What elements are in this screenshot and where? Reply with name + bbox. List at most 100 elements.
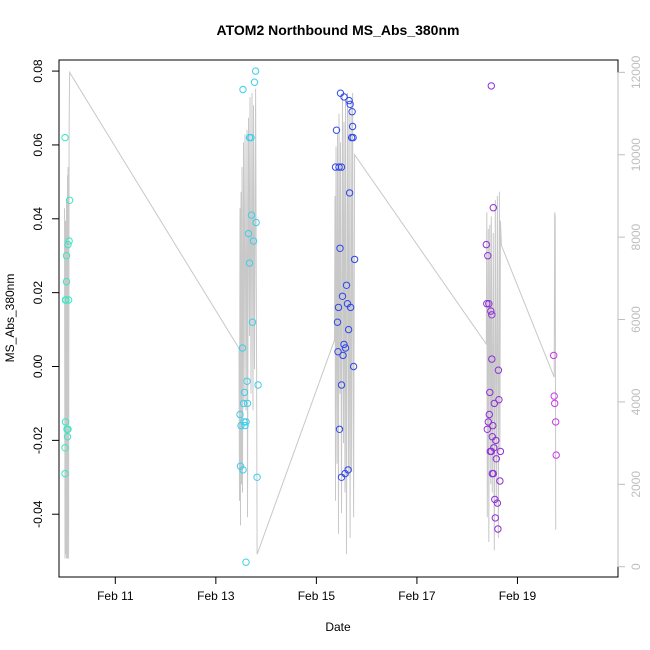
data-point xyxy=(346,100,354,109)
data-point xyxy=(552,451,560,459)
data-point xyxy=(492,455,500,463)
data-point xyxy=(487,307,495,315)
data-point xyxy=(247,133,255,142)
data-point xyxy=(337,163,346,171)
y-tick-label: 0.02 xyxy=(31,281,45,305)
data-point xyxy=(64,240,72,249)
data-point xyxy=(550,392,558,400)
data-point xyxy=(484,252,492,260)
data-point xyxy=(61,133,69,142)
right-series-line xyxy=(64,70,557,559)
data-point xyxy=(62,277,71,286)
data-point xyxy=(496,477,504,485)
data-point xyxy=(248,318,257,326)
data-point xyxy=(486,388,494,397)
data-point xyxy=(61,444,69,452)
data-point xyxy=(495,396,503,404)
data-point xyxy=(242,558,250,566)
data-point xyxy=(336,244,344,253)
data-point xyxy=(489,469,497,478)
data-point xyxy=(488,311,496,319)
data-point xyxy=(254,381,262,389)
data-point xyxy=(489,204,497,212)
x-axis-label: Date xyxy=(325,620,351,634)
x-tick-label: Feb 13 xyxy=(197,589,235,603)
data-point xyxy=(243,377,251,385)
data-point xyxy=(253,473,261,481)
data-point xyxy=(63,433,72,441)
data-point xyxy=(240,388,249,397)
data-point xyxy=(236,462,245,470)
data-point xyxy=(487,82,495,90)
data-point xyxy=(241,421,249,430)
data-point xyxy=(349,362,358,371)
data-point xyxy=(339,351,347,360)
data-point xyxy=(239,85,247,94)
data-point xyxy=(346,303,355,312)
data-point xyxy=(484,418,492,426)
data-point xyxy=(64,425,72,433)
x-axis: Feb 11 Feb 13 Feb 15 Feb 17 Feb 19 xyxy=(97,576,537,603)
x-tick-label: Feb 15 xyxy=(298,589,336,603)
y-tick-label: 0.08 xyxy=(31,59,45,83)
data-point xyxy=(333,318,342,326)
data-point xyxy=(550,351,558,360)
right-tick-label: 2000 xyxy=(629,471,643,498)
data-point xyxy=(345,189,354,197)
data-point xyxy=(342,281,351,289)
data-point xyxy=(239,399,248,408)
data-point xyxy=(489,421,497,430)
data-point xyxy=(488,433,496,441)
right-tick-label: 0 xyxy=(629,563,643,570)
data-point xyxy=(245,259,254,267)
data-point xyxy=(334,348,342,356)
data-point xyxy=(345,96,353,105)
data-point xyxy=(65,237,73,245)
data-point xyxy=(249,237,258,245)
data-point xyxy=(240,418,248,426)
right-tick-label: 4000 xyxy=(629,388,643,415)
data-point xyxy=(251,67,260,75)
data-point xyxy=(491,514,499,522)
data-point xyxy=(485,300,493,308)
data-point xyxy=(61,418,70,426)
y-tick-label: 0.06 xyxy=(31,133,45,157)
data-point xyxy=(493,499,502,507)
x-tick-label: Feb 19 xyxy=(499,589,537,603)
y-tick-label: 0.04 xyxy=(31,207,45,231)
data-point xyxy=(552,418,560,426)
data-point xyxy=(62,252,71,260)
data-point xyxy=(242,418,250,426)
data-point xyxy=(243,399,252,408)
data-point xyxy=(250,78,259,86)
right-y-axis: 0 2000 4000 6000 8000 10000 12000 xyxy=(617,55,643,570)
y-axis-label: MS_Abs_380nm xyxy=(3,274,17,363)
data-point xyxy=(337,473,346,481)
data-point xyxy=(337,381,346,389)
right-tick-label: 10000 xyxy=(629,138,643,172)
right-tick-label: 8000 xyxy=(629,223,643,250)
data-point xyxy=(236,410,244,419)
data-point xyxy=(344,325,353,334)
y-tick-label: -0.04 xyxy=(31,500,45,528)
chart-title: ATOM2 Northbound MS_Abs_380nm xyxy=(217,22,460,38)
data-point xyxy=(64,296,73,304)
right-tick-label: 12000 xyxy=(629,55,643,89)
data-point xyxy=(61,469,69,478)
data-point xyxy=(247,211,256,219)
data-point xyxy=(65,196,74,205)
data-point xyxy=(551,399,559,408)
data-point xyxy=(487,447,495,456)
data-point xyxy=(485,410,493,419)
data-point xyxy=(482,240,490,249)
data-point xyxy=(332,126,341,134)
data-points xyxy=(61,67,560,566)
right-tick-label: 6000 xyxy=(629,306,643,333)
data-point xyxy=(244,229,253,238)
y-axis: -0.04 -0.02 0.00 0.02 0.04 0.06 0.08 xyxy=(31,59,60,528)
data-point xyxy=(483,425,491,433)
data-point xyxy=(348,122,357,131)
data-point xyxy=(340,93,348,101)
data-point xyxy=(491,495,499,504)
